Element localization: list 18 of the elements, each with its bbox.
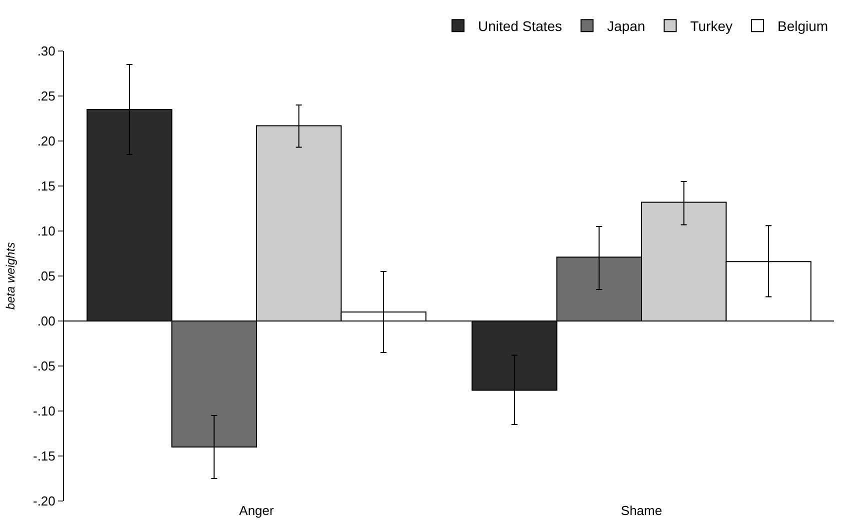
y-tick-label: .15 xyxy=(37,178,56,194)
x-tick-label: Anger xyxy=(239,503,275,518)
y-axis-title: beta weights xyxy=(3,242,18,310)
y-tick-label: .00 xyxy=(37,314,56,329)
y-tick-label: .25 xyxy=(37,88,56,104)
legend-label: Belgium xyxy=(778,18,828,34)
y-tick-label: .10 xyxy=(37,224,56,239)
y-tick-label: .30 xyxy=(37,44,56,59)
y-tick-label: -.10 xyxy=(32,404,56,419)
legend-label: United States xyxy=(478,18,562,34)
y-tick-label: -.20 xyxy=(32,494,56,509)
legend-label: Japan xyxy=(607,18,646,34)
legend-label: Turkey xyxy=(690,18,732,34)
y-tick-label: .05 xyxy=(37,268,56,284)
x-tick-label: Shame xyxy=(620,503,662,518)
y-tick-label: -.05 xyxy=(32,358,56,374)
y-tick-label: -.15 xyxy=(32,448,56,464)
y-tick-label: .20 xyxy=(37,134,56,149)
